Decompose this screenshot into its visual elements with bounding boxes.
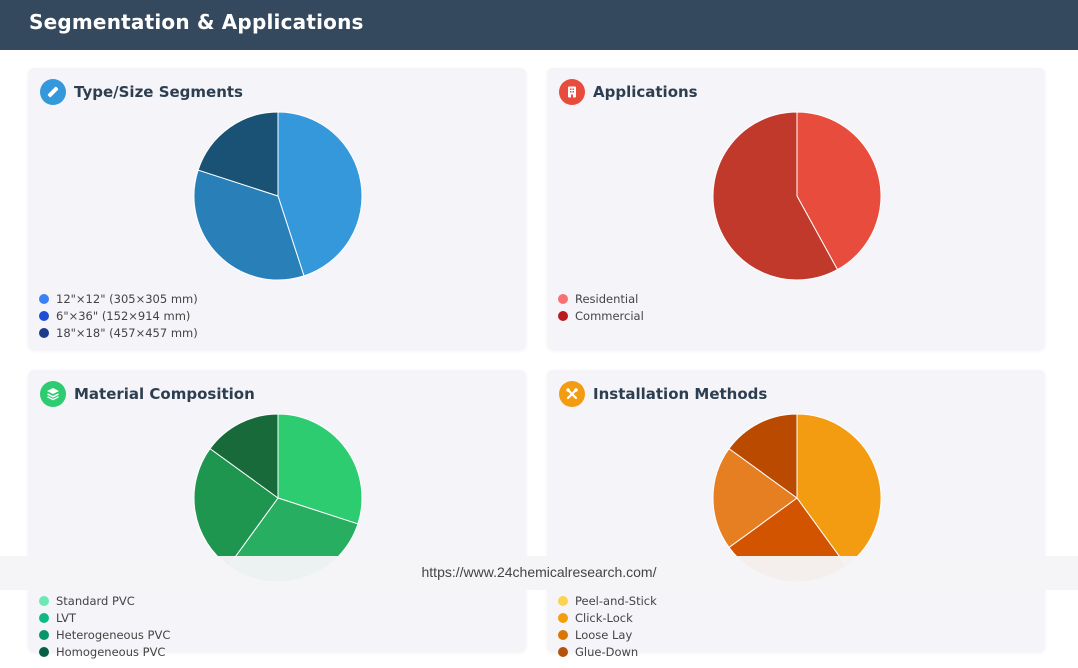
page-title: Segmentation & Applications <box>29 10 364 34</box>
pie-chart <box>712 111 882 281</box>
card-title: Type/Size Segments <box>74 83 243 101</box>
legend-item: Glue-Down <box>558 643 657 660</box>
legend-label: 6"×36" (152×914 mm) <box>56 308 191 323</box>
material-composition-card: Material Composition Standard PVC LVT Hete… <box>28 370 526 659</box>
card-header: Installation Methods <box>559 381 767 407</box>
chart-legend: Residential Commercial <box>558 290 644 324</box>
legend-label: Standard PVC <box>56 593 135 608</box>
legend-item: Heterogeneous PVC <box>39 626 170 643</box>
legend-swatch <box>558 612 568 623</box>
legend-item: Peel-and-Stick <box>558 592 657 609</box>
type-size-card: Type/Size Segments 12"×12" (305×305 mm) 6… <box>28 68 526 350</box>
source-url: https://www.24chemicalresearch.com/ <box>421 564 657 580</box>
legend-swatch <box>558 646 568 657</box>
chart-legend: Standard PVC LVT Heterogeneous PVC Homogene… <box>39 592 170 660</box>
chart-legend: Peel-and-Stick Click-Lock Loose Lay Glue-Do… <box>558 592 657 660</box>
legend-item: Standard PVC <box>39 592 170 609</box>
legend-label: Peel-and-Stick <box>575 593 657 608</box>
legend-item: 6"×36" (152×914 mm) <box>39 307 198 324</box>
legend-label: Loose Lay <box>575 627 633 642</box>
pie-slice-4 <box>728 413 798 499</box>
legend-swatch <box>39 595 49 606</box>
pie-slice-3 <box>197 111 279 197</box>
legend-item: Homogeneous PVC <box>39 643 170 660</box>
card-header: Applications <box>559 79 698 105</box>
page-header: Segmentation & Applications <box>0 0 1078 50</box>
card-title: Applications <box>593 83 698 101</box>
card-title: Installation Methods <box>593 385 768 403</box>
legend-swatch <box>558 293 568 304</box>
card-header: Type/Size Segments <box>40 79 243 105</box>
card-title: Material Composition <box>74 385 255 403</box>
legend-label: Commercial <box>575 308 644 323</box>
pie-slice-1 <box>277 111 363 277</box>
legend-item: Click-Lock <box>558 609 657 626</box>
legend-item: Residential <box>558 290 644 307</box>
pie-slice-4 <box>209 413 279 499</box>
layers-icon <box>40 381 66 407</box>
legend-swatch <box>39 629 49 640</box>
legend-swatch <box>39 327 49 338</box>
legend-item: 18"×18" (457×457 mm) <box>39 324 198 341</box>
legend-label: Homogeneous PVC <box>56 644 166 659</box>
legend-label: Click-Lock <box>575 610 633 625</box>
legend-label: 12"×12" (305×305 mm) <box>56 291 198 306</box>
chart-legend: 12"×12" (305×305 mm) 6"×36" (152×914 mm) 1… <box>39 290 198 341</box>
building-icon <box>559 79 585 105</box>
tools-icon <box>559 381 585 407</box>
legend-label: Glue-Down <box>575 644 639 659</box>
legend-swatch <box>39 646 49 657</box>
legend-swatch <box>39 612 49 623</box>
legend-label: Heterogeneous PVC <box>56 627 171 642</box>
installation-methods-card: Installation Methods Peel-and-Stick Click… <box>547 370 1045 659</box>
applications-card: Applications Residential Commercial <box>547 68 1045 350</box>
legend-swatch <box>39 310 49 321</box>
ruler-icon <box>40 79 66 105</box>
legend-swatch <box>558 629 568 640</box>
card-header: Material Composition <box>40 381 255 407</box>
legend-item: LVT <box>39 609 170 626</box>
legend-item: Loose Lay <box>558 626 657 643</box>
legend-item: Commercial <box>558 307 644 324</box>
legend-swatch <box>558 595 568 606</box>
legend-swatch <box>558 310 568 321</box>
legend-label: Residential <box>575 291 639 306</box>
legend-label: LVT <box>56 610 77 625</box>
pie-slice-1 <box>277 413 363 525</box>
url-overlay: https://www.24chemicalresearch.com/ <box>0 556 1078 590</box>
pie-slice-1 <box>796 111 882 271</box>
pie-slice-2 <box>712 111 839 281</box>
legend-label: 18"×18" (457×457 mm) <box>56 325 198 340</box>
pie-slice-2 <box>193 169 305 281</box>
pie-slice-3 <box>712 447 798 549</box>
legend-item: 12"×12" (305×305 mm) <box>39 290 198 307</box>
legend-swatch <box>39 293 49 304</box>
pie-slice-1 <box>796 413 882 567</box>
pie-chart <box>193 111 363 281</box>
